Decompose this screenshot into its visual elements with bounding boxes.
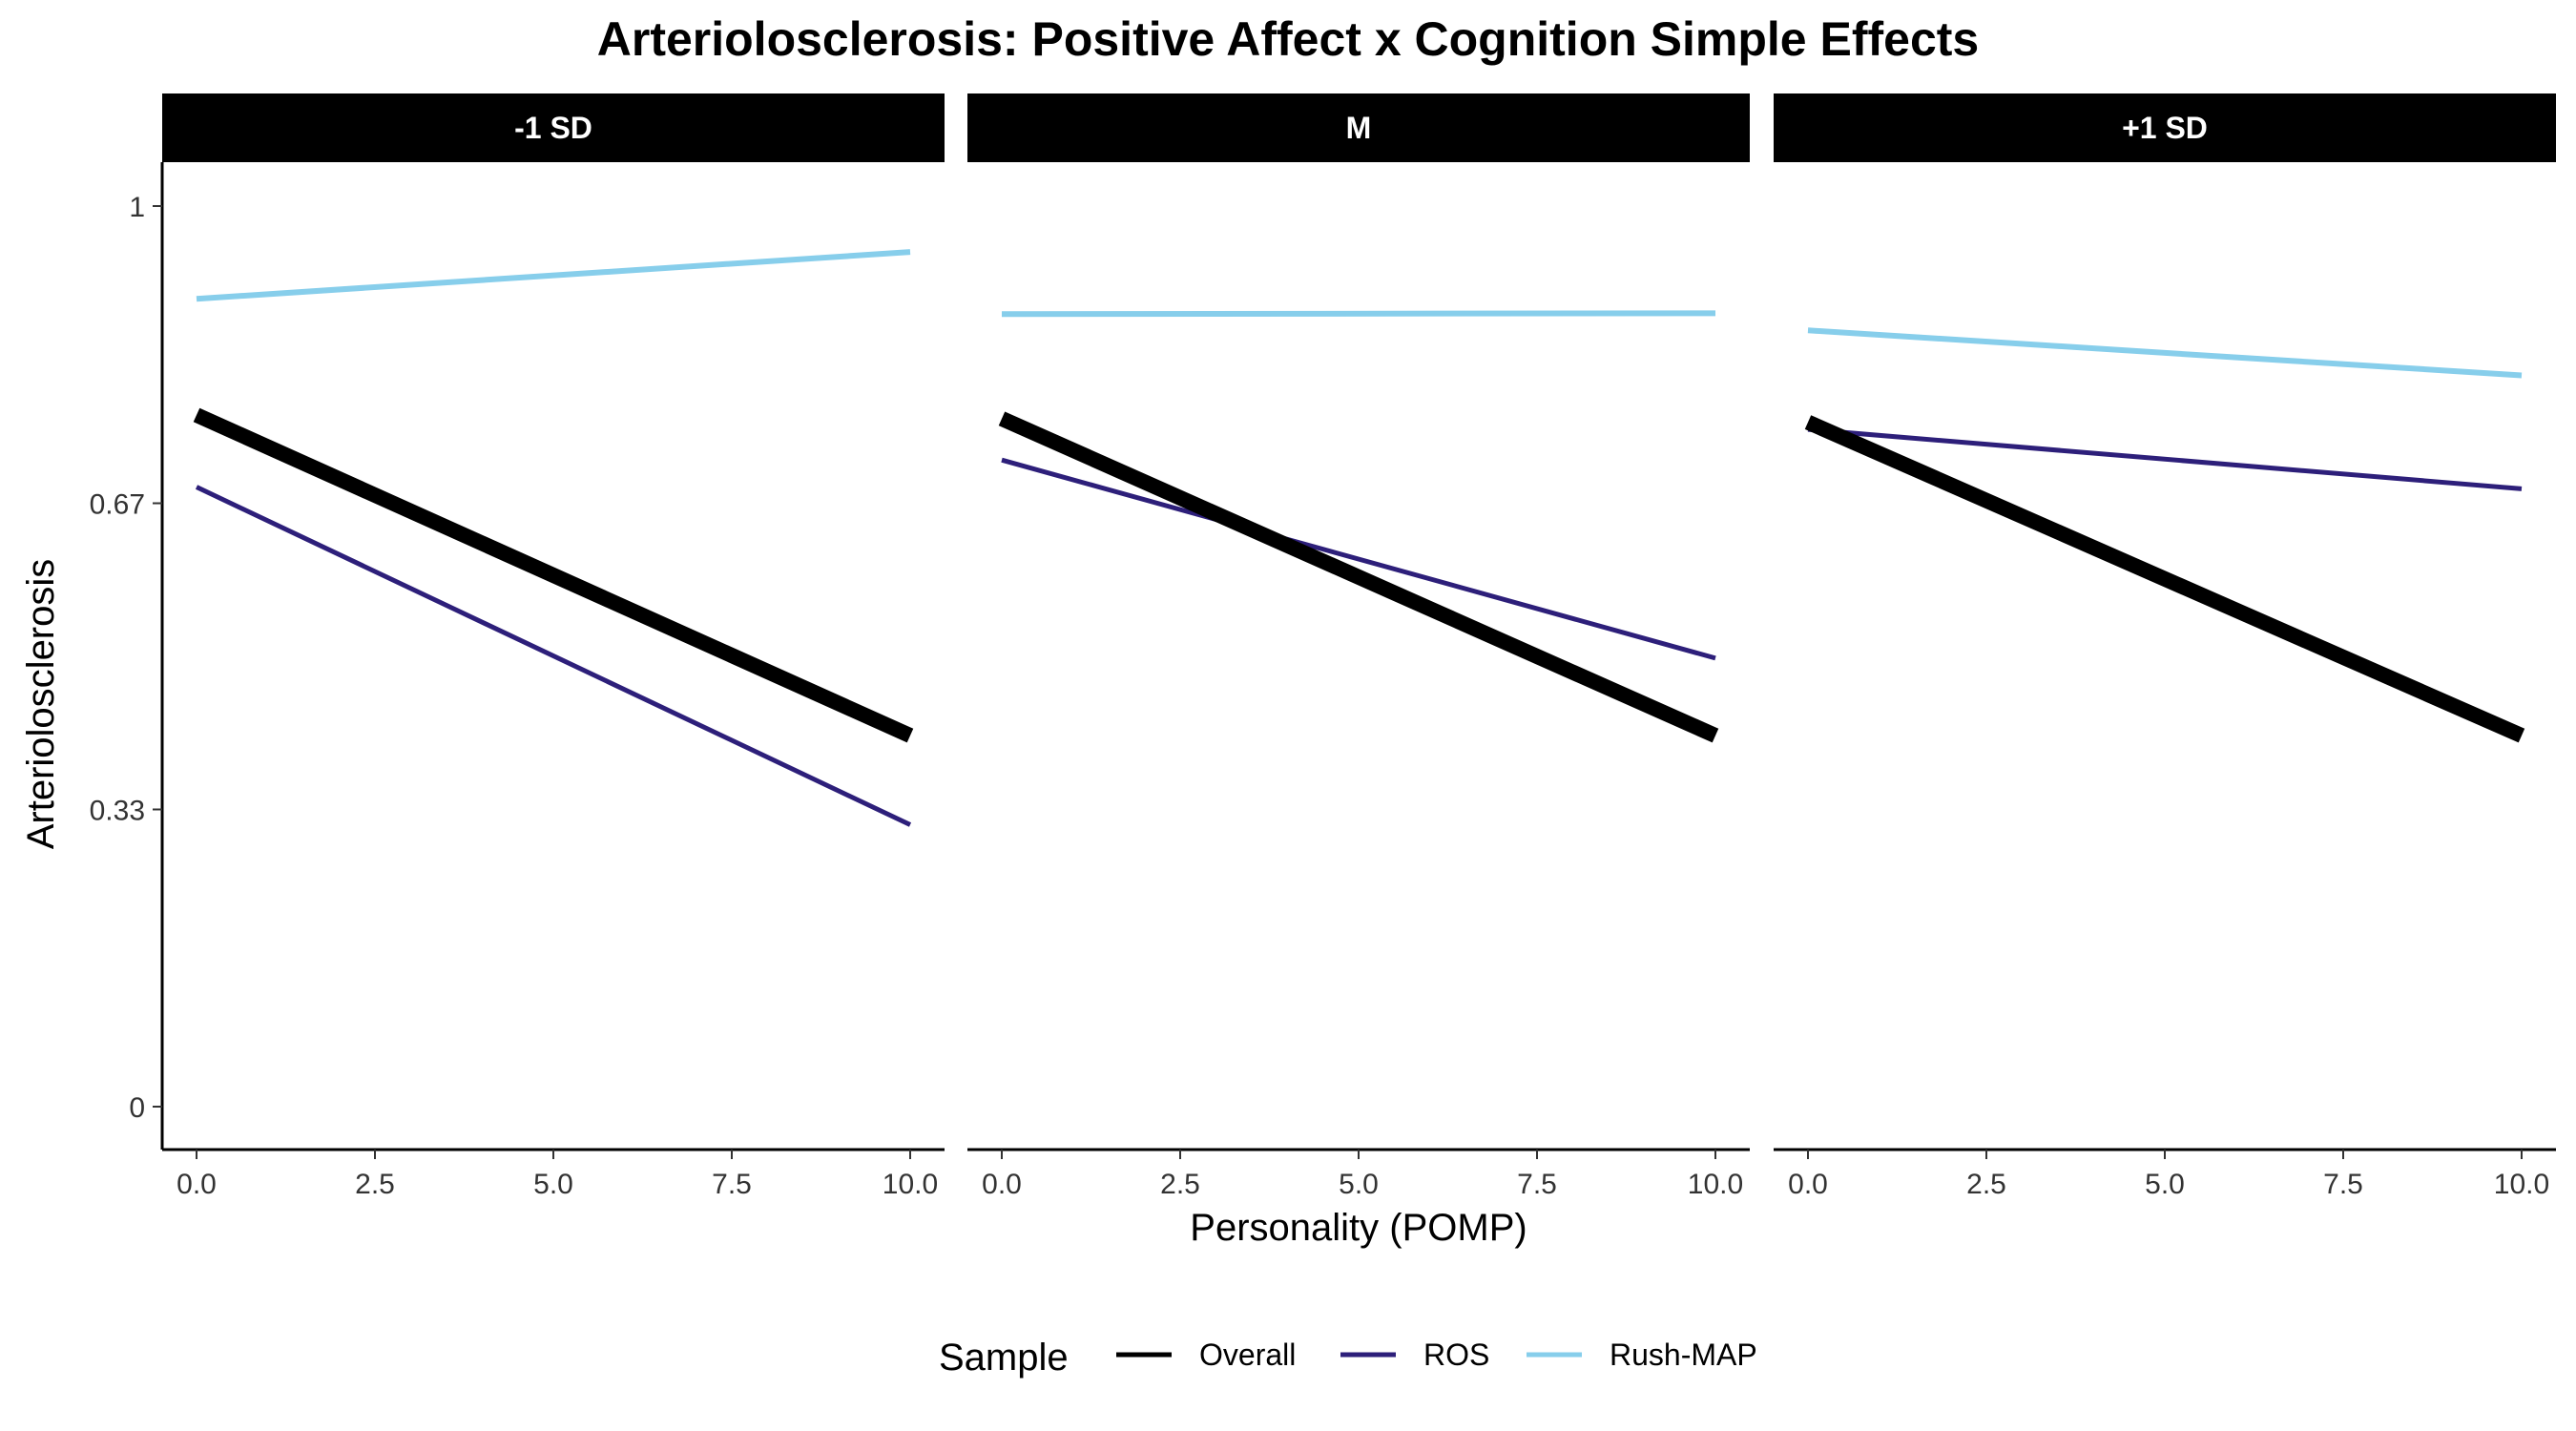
panel-strip-label: M bbox=[1346, 111, 1372, 145]
y-tick-label: 0.67 bbox=[90, 489, 145, 521]
x-tick-label: 10.0 bbox=[1688, 1169, 1743, 1200]
legend-title: Sample bbox=[939, 1337, 1069, 1379]
panel-strip bbox=[967, 93, 1750, 162]
legend-label: Rush-MAP bbox=[1610, 1338, 1757, 1372]
series-line-overall bbox=[998, 411, 1719, 743]
series-line-overall bbox=[193, 407, 914, 743]
x-tick-label: 5.0 bbox=[533, 1169, 573, 1200]
panels: -1 SD 0.0 2.5 5.0 7.5 10.0 0 0.33 0.67 1 M 0.0 2.5 5.… bbox=[90, 93, 2556, 1200]
legend-label: Overall bbox=[1199, 1338, 1296, 1372]
x-tick-label: 7.5 bbox=[712, 1169, 752, 1200]
legend-label: ROS bbox=[1423, 1338, 1489, 1372]
series-line-rush-map bbox=[196, 249, 911, 302]
y-tick-label: 1 bbox=[129, 192, 145, 223]
x-tick-label: 10.0 bbox=[2494, 1169, 2549, 1200]
legend: Sample Overall ROS Rush-MAP bbox=[939, 1337, 1757, 1379]
x-tick-label: 0.0 bbox=[982, 1169, 1022, 1200]
series-line-rush-map bbox=[1807, 327, 2523, 379]
x-tick-label: 0.0 bbox=[177, 1169, 217, 1200]
panel-strip bbox=[1774, 93, 2556, 162]
y-tick-label: 0 bbox=[129, 1092, 145, 1124]
panel: M 0.0 2.5 5.0 7.5 10.0 bbox=[967, 93, 1750, 1200]
series-line-overall bbox=[1804, 415, 2525, 743]
x-axis-title: Personality (POMP) bbox=[1190, 1207, 1527, 1249]
series-line-ros bbox=[1807, 426, 2523, 491]
series-line-ros bbox=[195, 485, 912, 827]
x-tick-label: 5.0 bbox=[1339, 1169, 1379, 1200]
panel: +1 SD 0.0 2.5 5.0 7.5 10.0 bbox=[1774, 93, 2556, 1200]
x-tick-label: 0.0 bbox=[1788, 1169, 1828, 1200]
chart-title: Arteriolosclerosis: Positive Affect x Co… bbox=[597, 12, 1979, 66]
panel-strip-label: +1 SD bbox=[2122, 111, 2208, 145]
x-tick-label: 2.5 bbox=[1160, 1169, 1200, 1200]
y-tick-label: 0.33 bbox=[90, 795, 145, 826]
series-line-ros bbox=[1001, 457, 1716, 661]
panel: -1 SD 0.0 2.5 5.0 7.5 10.0 0 0.33 0.67 1 bbox=[90, 93, 945, 1200]
panel-strip-label: -1 SD bbox=[514, 111, 592, 145]
x-tick-label: 7.5 bbox=[2323, 1169, 2363, 1200]
x-tick-label: 7.5 bbox=[1517, 1169, 1557, 1200]
series-line-rush-map bbox=[1001, 310, 1716, 318]
x-tick-label: 10.0 bbox=[883, 1169, 938, 1200]
panel-strip bbox=[162, 93, 945, 162]
x-tick-label: 2.5 bbox=[1966, 1169, 2006, 1200]
x-tick-label: 5.0 bbox=[2145, 1169, 2185, 1200]
y-axis-title: Arteriolosclerosis bbox=[20, 559, 62, 850]
x-tick-label: 2.5 bbox=[355, 1169, 395, 1200]
